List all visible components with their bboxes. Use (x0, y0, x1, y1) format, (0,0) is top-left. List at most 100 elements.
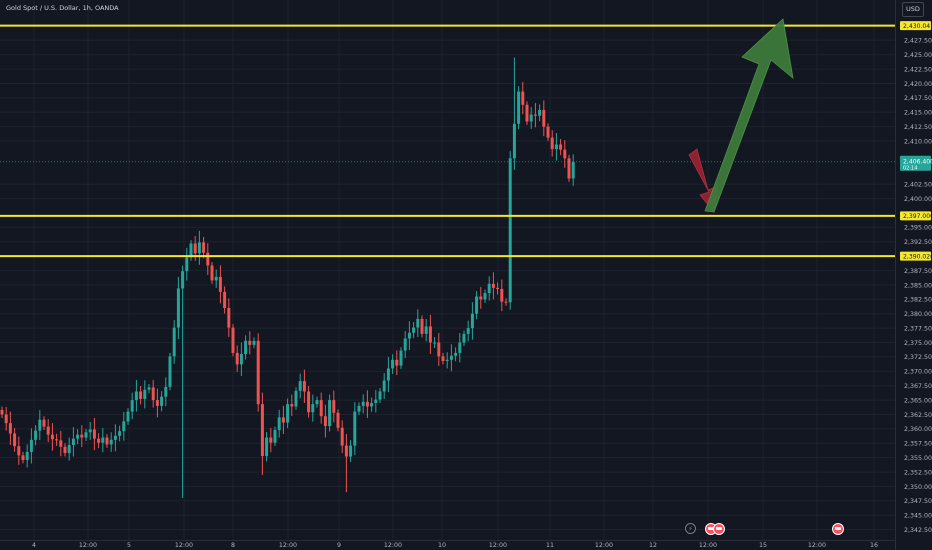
time-tick-label: 16 (870, 542, 878, 549)
time-tick-label: 12:00 (808, 542, 826, 549)
price-tick-label: 2,417.500 (904, 95, 932, 102)
candle-body (349, 445, 353, 457)
candle-body (223, 291, 227, 308)
event-icon[interactable] (832, 523, 844, 535)
candle-body (508, 158, 512, 303)
price-tick-label: 2,420.000 (904, 81, 932, 88)
price-tick-label: 2,410.000 (904, 138, 932, 145)
candle-body (374, 399, 378, 403)
candle-body (458, 342, 462, 353)
up-arrow[interactable] (704, 18, 794, 213)
candle-body (542, 109, 546, 127)
candle-body (4, 414, 8, 424)
candle-body (193, 243, 197, 254)
candle-body (126, 411, 130, 422)
candle-body (416, 318, 420, 328)
price-tick-label: 2,380.000 (904, 311, 932, 318)
candle-body (504, 301, 508, 303)
candle-body (470, 313, 474, 329)
candle-body (445, 359, 449, 361)
candle-body (109, 439, 113, 445)
price-tick-label: 2,367.500 (904, 383, 932, 390)
candle-body (34, 430, 38, 440)
candle-body (571, 161, 575, 179)
candle-body (525, 104, 529, 122)
candle-body (500, 288, 504, 302)
price-tick-label: 2,362.500 (904, 412, 932, 419)
horizontal-levels[interactable] (0, 24, 895, 258)
candle-body (155, 400, 159, 406)
projection-arrows[interactable] (688, 18, 794, 213)
current-price-label: 2,406.400 (903, 158, 932, 165)
price-tick-label: 2,400.000 (904, 196, 932, 203)
candle-body (428, 326, 432, 343)
candle-body (231, 327, 235, 353)
candle-body (475, 296, 479, 314)
candles (0, 57, 575, 498)
candle-body (399, 350, 403, 366)
candle-body (17, 446, 21, 456)
candle-body (386, 368, 390, 381)
candle-body (294, 390, 298, 407)
candle-body (176, 288, 180, 328)
candle-body (97, 438, 101, 443)
level-price-tag[interactable] (900, 21, 931, 31)
candle-body (143, 389, 147, 399)
price-tick-label: 2,382.500 (904, 297, 932, 304)
candle-body (454, 352, 458, 356)
candle-body (395, 359, 399, 366)
candle-body (50, 434, 54, 440)
candle-body (483, 293, 487, 300)
flash-icon[interactable]: ⚡ (685, 523, 696, 534)
candle-body (55, 439, 59, 441)
candle-body (260, 404, 264, 456)
candle-body (172, 327, 176, 357)
candle-body (357, 405, 361, 412)
candle-body (382, 380, 386, 392)
price-tick-label: 2,415.000 (904, 110, 932, 117)
time-tick-label: 15 (759, 542, 767, 549)
candle-body (563, 149, 567, 159)
candle-body (265, 437, 269, 456)
current-price-tag (900, 155, 931, 171)
candle-body (71, 438, 75, 446)
candle-body (105, 437, 109, 445)
candle-body (252, 340, 256, 345)
candle-body (244, 340, 248, 355)
level-price-tag[interactable] (900, 211, 931, 221)
candle-body (479, 296, 483, 300)
level-price-label: 2,397.000 (903, 213, 932, 220)
candle-body (273, 430, 277, 443)
price-tick-label: 2,427.500 (904, 38, 932, 45)
candle-body (134, 391, 138, 401)
price-tick-label: 2,360.000 (904, 426, 932, 433)
candle-body (437, 342, 441, 357)
candle-body (67, 445, 71, 454)
candle-body (80, 434, 84, 438)
candle-body (466, 328, 470, 334)
candle-body (517, 91, 521, 124)
candle-body (378, 391, 382, 400)
candle-body (29, 439, 33, 452)
candle-body (227, 307, 231, 328)
candle-body (512, 123, 516, 159)
candle-body (63, 446, 67, 454)
price-tick-label: 2,385.000 (904, 282, 932, 289)
currency-button[interactable]: USD (902, 2, 924, 17)
candle-body (46, 426, 50, 435)
candle-body (59, 440, 63, 447)
candle-body (42, 419, 46, 427)
price-tick-label: 2,345.000 (904, 513, 932, 520)
candle-body (298, 381, 302, 391)
event-icon[interactable] (713, 523, 725, 535)
grid (0, 0, 895, 540)
level-price-tag[interactable] (900, 251, 931, 261)
time-tick-label: 5 (127, 542, 131, 549)
candle-body (130, 400, 134, 412)
candle-body (206, 252, 210, 266)
candle-body (462, 333, 466, 343)
candle-body (370, 402, 374, 407)
candle-body (332, 400, 336, 413)
